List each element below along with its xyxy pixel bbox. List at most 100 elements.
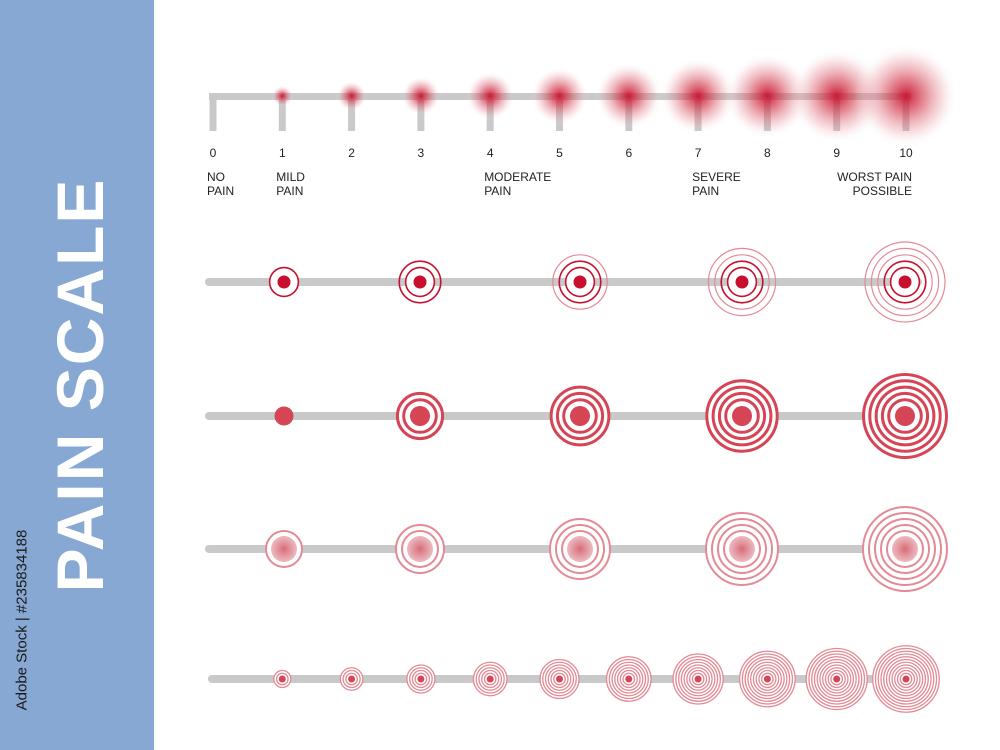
concentric-marker-4: [472, 661, 508, 697]
ring: [616, 667, 641, 691]
ring: [813, 656, 860, 702]
ring: [870, 247, 940, 317]
concentric-marker-1: [273, 669, 292, 689]
ring: [691, 672, 705, 686]
tick-label-10: 10: [899, 146, 913, 160]
tick-label-6: 6: [625, 146, 633, 160]
tick-label-3: 3: [417, 146, 425, 160]
ring: [752, 664, 783, 694]
target-marker-1: [268, 266, 300, 298]
ring: [761, 672, 774, 686]
ring: [483, 672, 497, 686]
pain-glow-level-10: [854, 44, 958, 148]
core-dot: [570, 406, 590, 426]
core-dot: [763, 675, 771, 683]
pain-glow-level-6: [595, 62, 663, 130]
ring: [408, 667, 433, 691]
pain-glow-level-3: [401, 76, 441, 116]
core-dot: [278, 675, 286, 683]
sidebar-banner: PAIN SCALE Adobe Stock | #235834188: [0, 0, 154, 750]
ring: [688, 669, 708, 689]
ring: [720, 260, 764, 304]
core-dot: [732, 406, 752, 426]
ring: [398, 260, 442, 304]
core-dot: [895, 406, 915, 426]
ring: [877, 650, 935, 708]
ring: [874, 647, 938, 711]
ring: [896, 669, 916, 689]
concentric-marker-10: [872, 645, 940, 713]
ring: [411, 669, 431, 689]
ring: [877, 254, 933, 310]
ring: [686, 667, 710, 691]
concentric-marker-9: [805, 647, 868, 711]
ring: [894, 667, 918, 691]
ring: [741, 653, 794, 705]
ring: [747, 658, 788, 700]
soft-marker-3: [549, 518, 611, 580]
tick-label-9: 9: [833, 146, 841, 160]
ring: [680, 661, 716, 697]
tick-label-2: 2: [348, 146, 355, 160]
pain-glow-level-2: [336, 80, 367, 112]
bold-rings-row: [205, 373, 948, 459]
ring: [899, 672, 913, 686]
core-dot: [625, 675, 633, 683]
ring: [755, 667, 780, 691]
ring: [758, 669, 777, 689]
ring: [342, 669, 361, 689]
soft-marker-5: [862, 506, 948, 592]
soft-marker-1: [265, 530, 303, 568]
ruler-tick-2: [348, 93, 356, 131]
ring: [811, 653, 863, 705]
ring: [880, 653, 932, 705]
ring: [891, 664, 921, 694]
core-dot: [410, 406, 430, 426]
ring: [864, 241, 946, 323]
ring: [885, 658, 927, 700]
ring: [822, 664, 852, 694]
ring: [714, 254, 770, 310]
bold-marker-5: [862, 373, 948, 459]
bold-marker-3: [549, 385, 611, 447]
bold-marker-1: [274, 406, 294, 426]
ring: [622, 672, 636, 686]
concentric-marker-6: [605, 656, 652, 702]
tick-label-4: 4: [486, 146, 494, 160]
ring: [619, 669, 638, 689]
ring: [547, 667, 572, 691]
pain-glow-level-7: [659, 57, 737, 135]
core-dot: [735, 275, 749, 289]
pain-glow-level-1: [271, 85, 293, 107]
ring: [544, 664, 575, 694]
soft-marker-4: [705, 512, 779, 586]
core-dot: [348, 675, 356, 683]
concentric-marker-3: [406, 664, 436, 694]
ring: [550, 669, 569, 689]
descriptor-label: MODERATE PAIN: [484, 170, 552, 198]
core-dot: [902, 675, 910, 683]
core-dot: [573, 275, 587, 289]
ruler-row: [209, 44, 958, 148]
concentric-rings-row: [208, 645, 940, 713]
ring: [883, 260, 927, 304]
pain-glow-level-5: [530, 67, 589, 125]
ring: [475, 664, 505, 694]
ring: [481, 669, 500, 689]
concentric-marker-5: [539, 658, 580, 700]
bold-marker-2: [395, 391, 445, 441]
target-marker-2: [398, 260, 442, 304]
ring: [414, 672, 428, 686]
descriptor-label: SEVERE PAIN: [692, 170, 741, 198]
ring: [614, 664, 644, 694]
descriptor-label: WORST PAIN POSSIBLE: [837, 170, 912, 198]
core-fill: [567, 536, 593, 562]
core-fill: [407, 536, 433, 562]
ring: [542, 661, 577, 697]
ring: [816, 658, 857, 700]
ring: [883, 656, 929, 702]
target-marker-5: [864, 241, 946, 323]
soft-rings-row: [205, 506, 948, 592]
ring: [677, 658, 719, 700]
